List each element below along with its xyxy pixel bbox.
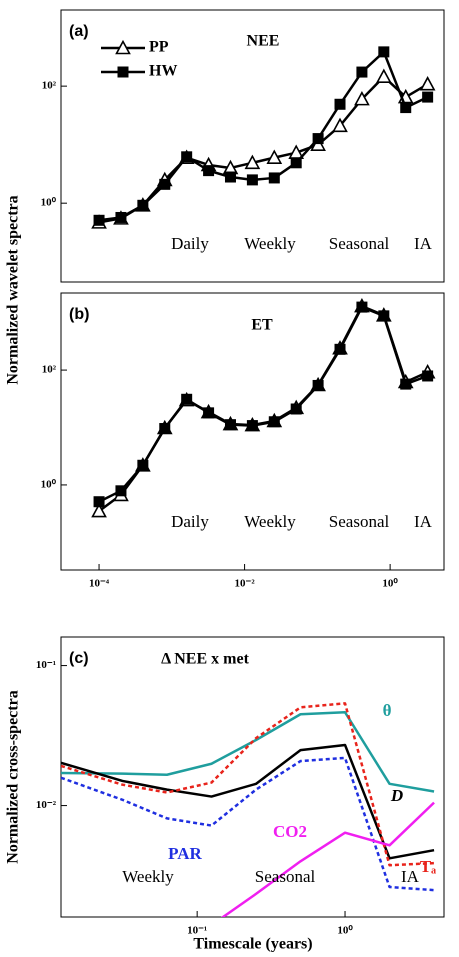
chart-title: ET [251,317,273,334]
annotation: Weekly [122,867,174,886]
annotation: IA [414,234,433,253]
series-group [91,46,436,229]
marker [203,407,215,419]
x-tick-label: 10⁻² [235,578,256,590]
marker [312,133,324,145]
series-label: CO2 [273,822,307,841]
marker [93,496,105,508]
y-tick-label: 10⁰ [41,197,57,209]
marker [246,174,258,186]
marker [332,117,348,133]
series-line [61,702,435,867]
chart-title: Δ NEE x met [161,651,249,668]
plot-frame [60,9,445,283]
y-tick-label: 10⁻² [36,799,57,811]
marker [137,199,149,211]
marker [354,90,370,106]
y-tick-label: 10⁰ [41,478,57,490]
marker [244,154,261,170]
marker [375,68,392,83]
marker [268,172,280,184]
marker [312,379,324,391]
series-line [98,75,429,224]
chart-title: NEE [247,33,280,50]
marker [91,502,107,518]
marker [334,343,346,355]
plot-frame [60,636,445,918]
marker [93,214,105,226]
marker [159,423,171,435]
y-tick-label: 10² [42,364,57,376]
series-line [61,743,435,860]
panel-label: (b) [69,306,89,323]
y-tick-label: 10⁻¹ [36,659,56,671]
x-tick-label: 10⁰ [382,578,398,590]
annotation: Seasonal [329,512,390,531]
marker [266,149,283,164]
marker [400,378,412,390]
series-line [98,50,429,222]
annotation: Weekly [244,512,296,531]
marker [268,416,280,428]
legend-marker [115,39,131,55]
annotation: Daily [171,234,209,253]
x-tick-label: 10⁻¹ [187,925,207,937]
series-label: PAR [168,844,202,863]
marker [422,91,434,103]
legend-label: PP [149,39,169,56]
y-tick-label: 10² [42,80,57,92]
annotation: Weekly [244,234,296,253]
marker [356,66,368,78]
panel-label: (a) [69,23,89,40]
legend-label: HW [149,63,177,80]
plot-frame [60,292,445,571]
marker [419,76,436,91]
annotation: IA [401,867,420,886]
series-group [61,702,435,917]
x-axis-label: Timescale (years) [193,936,312,953]
series-label: θ [383,701,392,720]
legend-marker [117,66,129,78]
marker [203,165,215,177]
series-line [98,305,429,503]
marker [290,403,302,415]
marker [378,310,390,322]
marker [115,485,127,497]
marker [181,151,193,163]
series-group [91,297,436,518]
annotation: Daily [171,512,209,531]
annotation: Seasonal [255,867,316,886]
x-tick-label: 10⁻⁴ [89,578,110,590]
marker [246,420,258,432]
series-line [61,711,435,793]
annotation: Seasonal [329,234,390,253]
marker [115,211,127,223]
marker [334,98,346,110]
marker [310,136,326,151]
annotation: IA [414,512,433,531]
series-line [98,304,429,513]
marker [224,171,236,183]
marker [356,301,368,313]
marker [159,178,171,190]
y-axis-label: Normalized wavelet spectra [5,195,22,384]
marker [290,157,302,169]
y-axis-label: Normalized cross-spectra [5,690,22,863]
marker [422,370,434,382]
marker [400,102,412,114]
series-label: D [390,786,403,805]
x-tick-label: 10⁰ [337,925,353,937]
panel-label: (c) [69,650,89,667]
marker [378,46,390,58]
series-label: Tₐ [420,857,436,876]
marker [137,459,149,471]
marker [181,393,193,405]
series-line [220,801,435,917]
marker [224,419,236,431]
